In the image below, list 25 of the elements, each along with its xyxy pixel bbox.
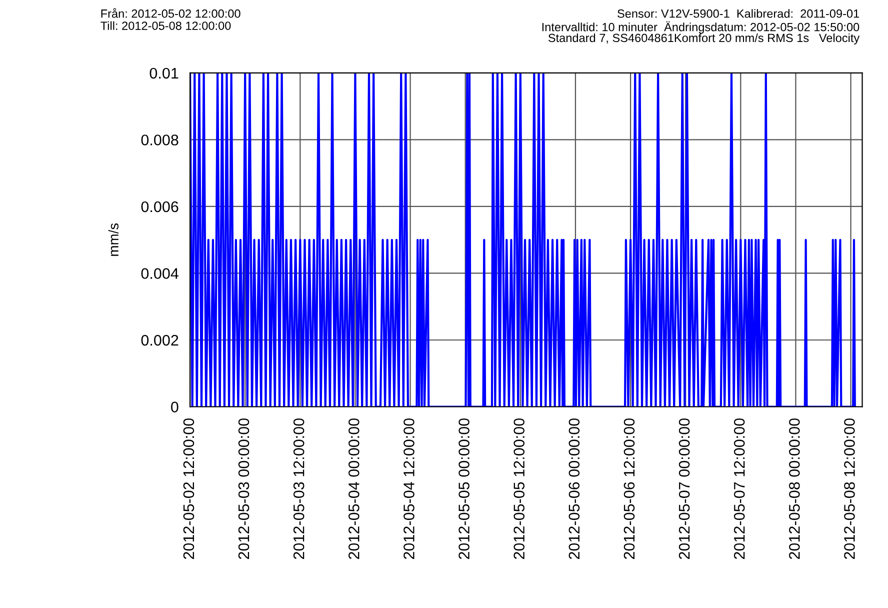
x-tick-label: 2012-05-06 12:00:00 xyxy=(624,418,635,559)
y-tick-label: 0.004 xyxy=(141,268,178,279)
x-tick-label: 2012-05-03 12:00:00 xyxy=(293,418,304,559)
x-tick-label: 2012-05-08 00:00:00 xyxy=(788,418,800,559)
y-tick-label: 0.002 xyxy=(141,334,178,346)
x-tick-label: 2012-05-04 00:00:00 xyxy=(348,418,360,559)
y-tick-label: 0.008 xyxy=(141,134,178,146)
y-tick-label: 0.006 xyxy=(141,201,178,212)
text: Till: 2012-05-08 12:00:00 xyxy=(100,21,231,30)
text: Sensor: V12V-5900-1 Kalibrerad: 2011-09-01 xyxy=(618,9,860,18)
x-tick-label: 2012-05-05 00:00:00 xyxy=(458,418,470,559)
x-tick-label: 2012-05-05 12:00:00 xyxy=(514,418,525,559)
x-tick-label: 2012-05-08 12:00:00 xyxy=(844,418,855,559)
text: Standard 7, SS4604861Komfort 20 mm/s RMS 1s Velocity xyxy=(548,33,860,44)
x-tick-label: 2012-05-07 00:00:00 xyxy=(678,418,690,559)
y-tick-label: 0.01 xyxy=(150,68,178,79)
x-tick-label: 2012-05-07 12:00:00 xyxy=(734,418,745,559)
text: Från: 2012-05-02 12:00:00 xyxy=(101,8,240,18)
x-tick-label: 2012-05-06 00:00:00 xyxy=(568,418,580,559)
x-tick-label: 2012-05-04 12:00:00 xyxy=(404,418,414,559)
x-tick-label: 2012-05-02 12:00:00 xyxy=(183,418,194,559)
x-tick-label: 2012-05-03 00:00:00 xyxy=(238,418,250,559)
text: Intervalltid: 10 minuter Ändringsdatum: 2012-05-02 15:50:00 xyxy=(542,21,860,34)
y-tick-label: 0 xyxy=(171,402,178,412)
y-axis-title: mm/s xyxy=(108,223,119,256)
